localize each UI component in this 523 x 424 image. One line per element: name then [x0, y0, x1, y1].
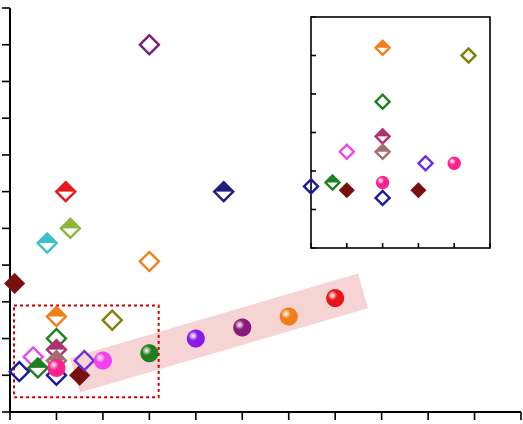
trend-band-layer: [69, 273, 369, 393]
inset-chart: [302, 16, 491, 249]
inset-data-point: [416, 154, 435, 172]
data-point: [233, 318, 252, 337]
inset-data-point: [459, 46, 478, 65]
inset-data-point: [373, 93, 392, 111]
inset-data-point: [373, 39, 392, 57]
data-point: [279, 307, 298, 326]
data-point: [54, 180, 77, 203]
data-point: [26, 356, 50, 380]
data-point: [47, 358, 66, 377]
data-point: [140, 344, 159, 363]
data-marks: [4, 33, 345, 387]
data-point: [138, 250, 161, 273]
data-point: [212, 180, 235, 203]
data-point: [45, 305, 68, 328]
data-point: [73, 349, 96, 372]
inset-data-point: [447, 156, 461, 170]
data-point: [59, 217, 82, 240]
inset-data-point: [375, 175, 390, 190]
data-point: [35, 231, 59, 255]
inset-data-point: [338, 143, 356, 161]
highlight-box-layer: [13, 304, 160, 399]
data-point: [8, 360, 31, 383]
inset-data-point: [338, 182, 355, 199]
inset-data-point: [373, 189, 392, 207]
data-point: [138, 33, 161, 56]
data-point: [326, 289, 345, 308]
highlight-box: [13, 304, 160, 399]
inset-frame: [310, 16, 491, 249]
inset-data-point: [410, 182, 427, 199]
inset-data-point: [302, 177, 320, 196]
inset-data-point: [373, 143, 392, 161]
data-point: [186, 329, 205, 348]
inset-data-point: [323, 173, 342, 192]
trend-band: [69, 273, 369, 393]
data-point: [101, 308, 124, 332]
data-point: [93, 351, 112, 370]
main-axes: [2, 7, 522, 420]
data-point: [4, 272, 26, 295]
